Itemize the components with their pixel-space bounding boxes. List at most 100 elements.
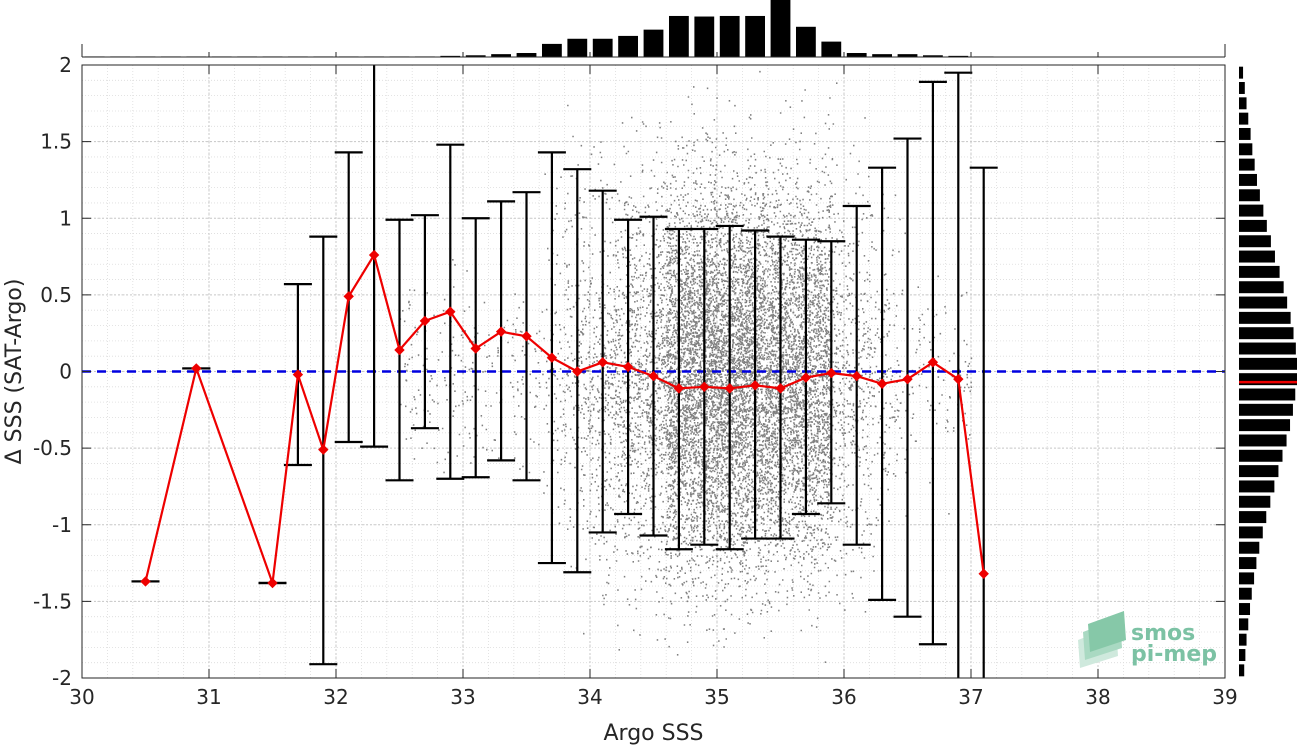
y-tick-label: -2 [52, 666, 72, 690]
mean-point [445, 306, 456, 317]
right-histogram-bar [1239, 112, 1249, 125]
x-tick-label: 36 [831, 685, 856, 709]
right-histogram-bar [1239, 664, 1245, 677]
right-histogram [1239, 66, 1297, 677]
error-bar [944, 71, 973, 678]
x-tick-label: 38 [1085, 685, 1110, 709]
x-tick-label: 31 [196, 685, 221, 709]
top-histogram-bar [846, 53, 867, 57]
y-tick-label: -0.5 [33, 436, 72, 460]
mean-point [648, 370, 659, 382]
top-histogram-bar [694, 16, 715, 58]
right-histogram-bar [1239, 403, 1293, 416]
right-histogram-bar [1239, 618, 1249, 631]
right-histogram-bar [1239, 265, 1280, 278]
top-histogram-bar [795, 26, 816, 57]
mean-point [572, 366, 583, 377]
x-tick-label: 39 [1212, 685, 1237, 709]
right-histogram-bar [1239, 587, 1252, 600]
mean-point [775, 383, 786, 394]
mean-point [368, 249, 380, 261]
right-histogram-bar [1239, 327, 1294, 340]
top-histogram-bar [567, 38, 588, 57]
mean-point [800, 372, 812, 383]
x-tick-label: 33 [450, 685, 475, 709]
mean-point [495, 326, 507, 337]
top-histogram-bar [465, 55, 486, 57]
error-bar [969, 166, 998, 678]
right-histogram-bar [1239, 649, 1246, 661]
right-histogram-bar [1239, 82, 1245, 94]
y-axis-label: Δ SSS (SAT-Argo) [2, 279, 27, 465]
right-histogram-bar [1239, 204, 1264, 217]
top-histogram-bar [541, 43, 562, 57]
right-histogram-bar [1239, 541, 1260, 554]
tick-marks [81, 52, 1226, 679]
mean-point [953, 373, 964, 385]
right-histogram-bar [1239, 250, 1275, 263]
top-histogram-bar [592, 38, 613, 57]
mean-point [978, 568, 989, 579]
mean-point [470, 343, 481, 354]
y-tick-label: -1 [52, 513, 72, 537]
mean-point [902, 373, 913, 385]
right-histogram-bar [1239, 281, 1284, 294]
mean-point [724, 383, 735, 394]
right-histogram-bar [1239, 557, 1257, 570]
logo-layers-icon [1078, 611, 1126, 668]
mean-point [749, 380, 761, 391]
mean-point [292, 369, 304, 380]
right-histogram-bar [1239, 342, 1296, 355]
x-tick-label: 34 [577, 685, 602, 709]
right-histogram-bar [1239, 296, 1288, 309]
right-histogram-bar [1239, 465, 1279, 478]
top-histogram-bar [491, 54, 512, 57]
right-histogram-bar [1239, 66, 1244, 79]
top-histogram-bar [643, 29, 664, 57]
x-tick-label: 35 [704, 685, 729, 709]
mean-point [343, 291, 354, 302]
mean-point [851, 370, 862, 382]
mean-point [521, 331, 532, 342]
mean-point [673, 383, 685, 394]
right-histogram-bar [1239, 373, 1297, 386]
x-tick-labels: 30 31 32 33 34 35 36 37 38 39 [69, 685, 1237, 709]
mean-point [622, 361, 634, 373]
logo-text-pimep: pi-mep [1131, 642, 1217, 667]
mean-point [826, 367, 837, 379]
mean-point [546, 352, 558, 363]
right-histogram-bar [1239, 357, 1297, 370]
x-axis-label: Argo SSS [603, 721, 703, 746]
y-tick-label: 1.5 [40, 130, 72, 154]
top-histogram-bar [821, 41, 842, 57]
right-histogram-bar [1239, 143, 1253, 156]
right-histogram-bar [1239, 572, 1255, 585]
right-histogram-bar [1239, 480, 1275, 493]
right-histogram-bar [1239, 633, 1247, 646]
top-histogram-bar [516, 53, 537, 57]
plot-frame [81, 64, 1226, 679]
right-histogram-bar [1239, 434, 1287, 447]
right-histogram-bar [1239, 219, 1267, 232]
top-histogram [81, 0, 1226, 58]
top-histogram-bar [618, 35, 639, 57]
right-histogram-bar [1239, 235, 1271, 248]
x-tick-label: 37 [958, 685, 983, 709]
top-histogram-bar [922, 55, 943, 57]
y-tick-labels: -2 -1.5 -1 -0.5 0 0.5 1 1.5 2 [33, 53, 72, 690]
y-tick-label: 2 [59, 53, 72, 77]
top-histogram-bar [440, 55, 461, 57]
top-histogram-bar [745, 15, 766, 58]
right-histogram-bar [1239, 603, 1251, 616]
right-histogram-bar [1239, 158, 1255, 171]
top-histogram-bar [897, 54, 918, 57]
mean-point [140, 576, 151, 587]
right-histogram-bar [1239, 526, 1263, 539]
y-tick-label: 0 [59, 360, 72, 384]
mean-point [927, 357, 939, 368]
top-histogram-bar [719, 15, 740, 58]
y-tick-label: 1 [59, 206, 72, 230]
mean-point [597, 357, 608, 368]
x-tick-label: 30 [69, 685, 94, 709]
